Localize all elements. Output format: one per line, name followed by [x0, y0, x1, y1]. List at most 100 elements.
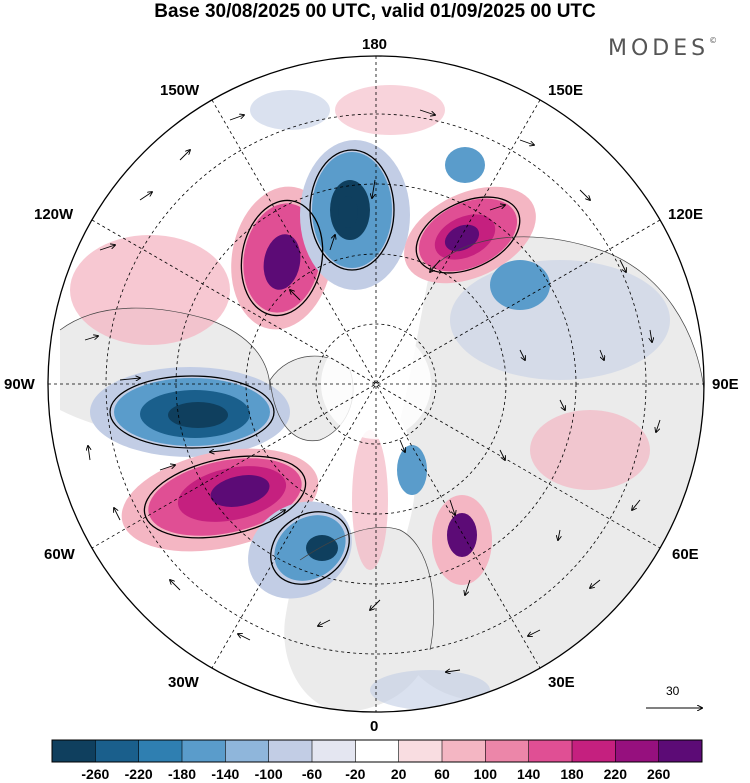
wind-vector	[465, 579, 471, 595]
colorbar-label: 60	[434, 766, 450, 782]
wind-vector	[139, 192, 152, 201]
wind-vector	[372, 179, 376, 198]
lon-label-150e: 150E	[548, 82, 584, 99]
colorbar-label: 220	[603, 766, 628, 782]
map-boundary	[47, 55, 705, 713]
anomaly-weak-neg-nw	[250, 90, 330, 130]
colorbar-label: -180	[167, 766, 197, 782]
colorbar-label: -20	[345, 766, 366, 782]
lon-label-90e: 90E	[712, 376, 739, 393]
wind-vector	[269, 510, 285, 521]
anomaly-pos-30e-core	[447, 513, 477, 557]
wind-vector	[579, 189, 590, 200]
anomaly-neg-30w-core	[306, 535, 338, 561]
meridian-150-330	[211, 99, 541, 669]
modes-logo: MODES©	[608, 36, 717, 61]
colorbar-swatch	[268, 740, 313, 762]
wind-vector	[430, 259, 441, 272]
colorbar-label: 260	[646, 766, 671, 782]
colorbar-swatch	[528, 740, 573, 762]
contour-90w	[109, 375, 275, 449]
wind-vector	[170, 580, 181, 591]
wind-vector	[590, 579, 601, 588]
wind-vector	[119, 378, 140, 380]
colorbar-swatch	[615, 740, 660, 762]
colorbar-label: 180	[560, 766, 584, 782]
lon-label-120e: 120E	[668, 206, 704, 223]
colorbar-label: -60	[301, 766, 323, 782]
graticule	[48, 56, 704, 712]
anomaly-pos-150w-core	[263, 234, 301, 290]
latitude-circle-4	[105, 113, 647, 655]
colorbar-swatch	[138, 740, 183, 762]
wind-vector	[519, 139, 534, 145]
modes-logo-text: MODES	[608, 36, 710, 61]
contour-180	[309, 149, 395, 271]
wind-vectors	[84, 109, 661, 672]
colorbar-swatch	[182, 740, 226, 762]
colorbar-swatch	[398, 740, 443, 762]
colorbar-swatch	[95, 740, 140, 762]
lon-label-60e: 60E	[672, 546, 699, 563]
anomaly-weak-pos-nw	[70, 235, 230, 345]
colorbar-swatch	[225, 740, 270, 762]
colorbar-label: -220	[124, 766, 153, 782]
anomaly-neg-180-center	[338, 196, 358, 228]
lon-label-120w: 120W	[34, 206, 74, 223]
contour-lines	[109, 149, 521, 585]
meridian-30-210	[211, 99, 541, 669]
wind-vector	[238, 634, 251, 641]
colorbar-swatch	[658, 740, 703, 762]
contour-60w	[143, 455, 307, 539]
contour-150e	[415, 196, 521, 274]
wind-vector	[399, 439, 405, 452]
wind-vector	[528, 629, 541, 636]
anomaly-neg-90w-core	[168, 402, 228, 428]
anomaly-weak-pos-n	[335, 85, 445, 135]
wind-vector	[489, 205, 505, 211]
map-title: Base 30/08/2025 00 UTC, valid 01/09/2025…	[154, 1, 596, 22]
wind-vector	[559, 399, 565, 410]
wind-vector	[159, 465, 175, 471]
anomaly-weak-neg-s	[370, 670, 490, 710]
coast-eurasia	[429, 236, 704, 401]
colorbar-label: -140	[211, 766, 240, 782]
wind-vector	[619, 259, 626, 272]
colorbar	[52, 740, 703, 762]
wind-vector	[290, 290, 301, 301]
lon-label-150w: 150W	[160, 82, 200, 99]
anomaly-weak-pos-se	[530, 410, 650, 490]
wind-vector	[650, 329, 652, 342]
modes-logo-mark: ©	[709, 36, 718, 45]
anomaly-weak-pos-sc	[352, 430, 388, 570]
coast-europe	[299, 526, 435, 651]
colorbar-label: -260	[81, 766, 110, 782]
wind-vector	[419, 109, 435, 115]
colorbar-swatch	[442, 740, 486, 762]
colorbar-swatch	[52, 740, 96, 762]
meridian-60-240	[91, 219, 661, 549]
colorbar-swatch	[312, 740, 356, 762]
wind-vector	[84, 336, 98, 341]
wind-vector	[88, 446, 90, 461]
colorbar-label: 140	[516, 766, 541, 782]
coast-north-america	[59, 307, 271, 391]
contour-30w	[270, 511, 350, 585]
contour-150w	[240, 199, 324, 317]
lon-label-180: 180	[362, 36, 388, 53]
wind-vector	[449, 499, 455, 515]
anomaly-neg-120e	[490, 260, 550, 310]
colorbar-label: 20	[390, 766, 407, 782]
lon-label-60w: 60W	[44, 546, 75, 563]
wind-vector	[210, 450, 231, 452]
reference-vector-label: 30	[666, 684, 680, 698]
wind-vector	[599, 349, 604, 360]
colorbar-label: -100	[254, 766, 283, 782]
colorbar-swatch	[572, 740, 616, 762]
wind-vector	[329, 235, 335, 251]
anomaly-pos-60w-core	[210, 475, 270, 507]
colorbar-frame	[51, 739, 703, 763]
wind-vector	[519, 349, 525, 360]
meridian-120-300	[91, 219, 661, 549]
